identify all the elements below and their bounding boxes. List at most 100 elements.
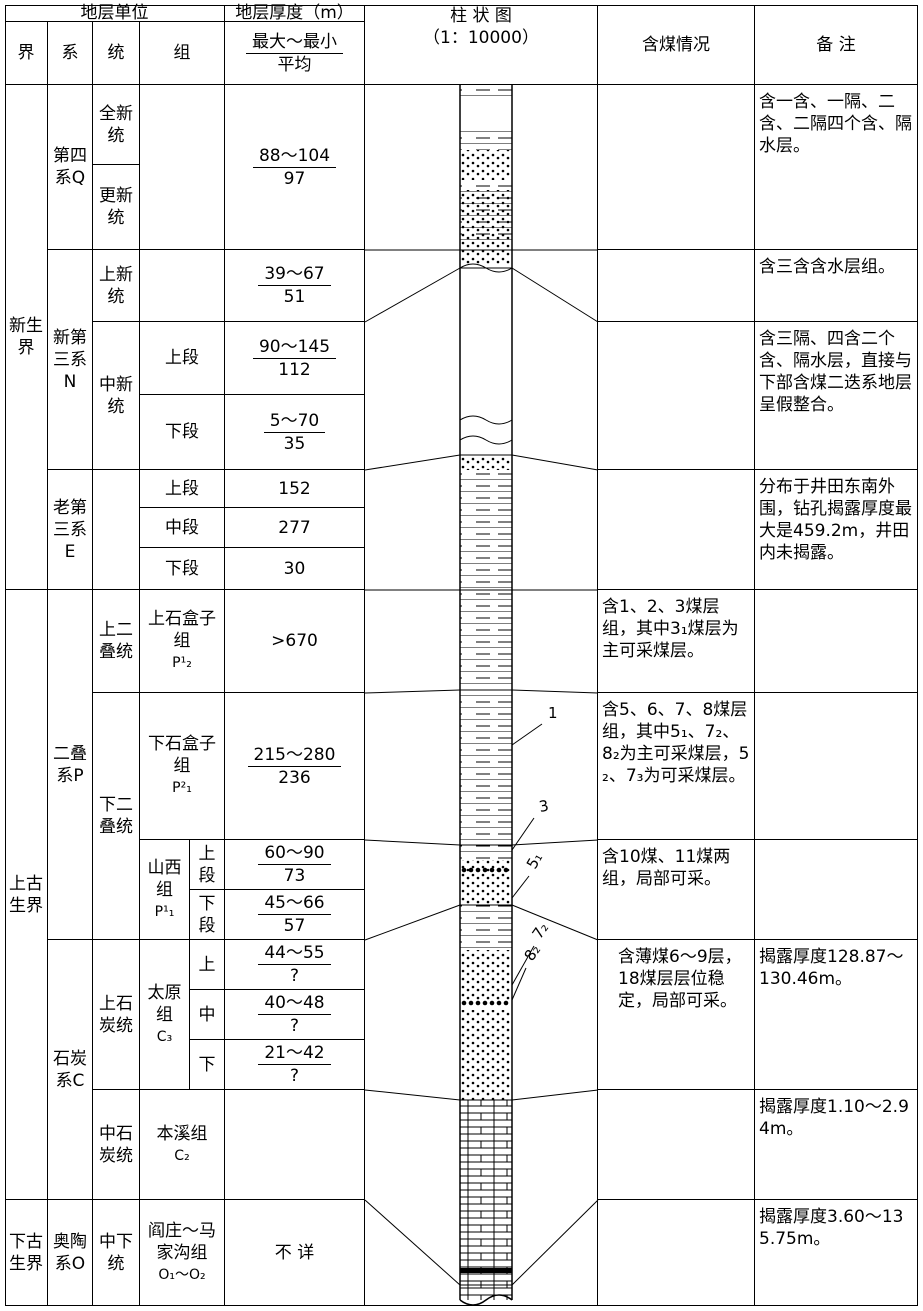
header-text: 系 (61, 43, 79, 63)
thickness-cell: 44～55? (225, 940, 365, 990)
thickness-range: 40～48 (258, 992, 331, 1015)
thickness-cell: 152 (225, 470, 365, 508)
header-cell: 地层单位 (5, 3, 225, 23)
thickness-average: ? (289, 1066, 300, 1086)
series-cell: 上石炭统 (93, 940, 140, 1090)
pebble (496, 867, 502, 873)
formation-name: 上段 (165, 478, 199, 499)
formation-name: 下段 (198, 893, 216, 936)
unconformity (459, 415, 513, 425)
series-text: 中新统 (99, 374, 133, 417)
thickness-cell: 45～66 57 (225, 890, 365, 940)
erathem-text: 新生界 (9, 316, 43, 358)
pebble (461, 1000, 467, 1006)
system-text: 奥陶系O (53, 1231, 87, 1274)
formation-name: 上段 (165, 348, 199, 368)
column-label: 8₂ (521, 941, 545, 964)
formation-name: 阎庄～马家沟组 (148, 1220, 216, 1263)
header-text: 含煤情况 (642, 34, 710, 55)
lithology (460, 455, 512, 470)
thickness-average: ? (289, 966, 300, 986)
empty-cell (93, 470, 140, 590)
lithology (460, 130, 512, 150)
formation-code: P¹₂ (172, 655, 192, 671)
fan-line (364, 689, 461, 694)
empty-cell (755, 590, 918, 693)
empty-cell (755, 840, 918, 940)
formation-name: 上石盒子组 (148, 609, 216, 651)
coal-text: 含薄煤6～9层，18煤层层位稳定，局部可采。 (618, 947, 742, 1011)
header-text: 柱 状 图 (450, 6, 512, 26)
pebble (496, 1000, 502, 1006)
formation-cell: 上段 (140, 470, 225, 508)
thickness-cell: 40～48? (225, 990, 365, 1040)
pebble (482, 867, 488, 873)
coal-cell: 含10煤、11煤两组，局部可采。 (598, 840, 755, 940)
series-text: 更新统 (99, 186, 133, 228)
formation-cell: 本溪组 C₂ (140, 1090, 225, 1200)
series-cell: 下二叠统 (93, 693, 140, 940)
column-label: 1 (548, 704, 558, 722)
thickness-value: >670 (271, 631, 318, 651)
thickness-cell: 21～42? (225, 1040, 365, 1090)
series-text: 上二叠统 (99, 620, 133, 662)
column-label: 7₂ (529, 919, 553, 942)
thickness-cell: 277 (225, 508, 365, 548)
system-text: 二叠系P (53, 743, 87, 786)
thickness-cell: 不 详 (225, 1200, 365, 1306)
thickness-value: 152 (278, 478, 311, 499)
thickness-value: 30 (283, 558, 306, 579)
column-label: 5₁ (523, 850, 546, 872)
formation-cell: 下段 (140, 395, 225, 470)
thickness-range: 45～66 (258, 892, 331, 915)
lithology (460, 1100, 512, 1300)
formation-cell: 上段 (190, 840, 225, 890)
remark-cell: 含三隔、四含二个含、隔水层，直接与下部含煤二迭系地层呈假整合。 (755, 322, 918, 470)
series-text: 下二叠统 (99, 795, 133, 837)
series-cell: 中石炭统 (93, 1090, 140, 1200)
fan-line (511, 1199, 599, 1286)
coal-cell: 含5、6、7、8煤层组，其中5₁、7₂、8₂为主可采煤层，5₂、7₃为可采煤层。 (598, 693, 755, 840)
fan-line (364, 1089, 461, 1101)
remark-text: 含三含含水层组。 (759, 257, 895, 277)
fan-line (511, 839, 599, 846)
formation-cell: 下石盒子组 P²₁ (140, 693, 225, 840)
pebble (489, 1000, 495, 1006)
empty-cell (598, 322, 755, 470)
formation-name: 上 (198, 954, 216, 975)
formation-cell: 上石盒子组 P¹₂ (140, 590, 225, 693)
system-text: 新第三系N (53, 327, 87, 392)
empty-cell (225, 1090, 365, 1200)
leader-line (511, 723, 543, 746)
series-text: 中石炭统 (99, 1123, 133, 1166)
formation-name: 上段 (198, 843, 216, 886)
thickness-cell: 215～280 236 (225, 693, 365, 840)
formation-name: 下段 (165, 558, 199, 579)
thickness-average: 35 (283, 433, 306, 454)
system-cell: 奥陶系O (48, 1200, 93, 1306)
remark-cell: 分布于井田东南外围，钻孔揭露厚度最大是459.2m，井田内未揭露。 (755, 470, 918, 590)
fan-line (511, 689, 599, 694)
thickness-range: 44～55 (258, 942, 331, 965)
empty-cell (755, 693, 918, 840)
series-text: 中下统 (99, 1231, 133, 1274)
thickness-range: 39～67 (258, 263, 331, 286)
remark-cell: 揭露厚度128.87～130.46m。 (755, 940, 918, 1090)
empty-cell (140, 250, 225, 322)
header-text: （1：10000） (423, 28, 539, 48)
header-text: 地层厚度（m） (235, 3, 354, 23)
header-text: 最大～最小 (246, 31, 343, 54)
coal-seam (460, 1268, 512, 1273)
series-text: 上石炭统 (99, 993, 133, 1036)
system-cell: 老第三系E (48, 470, 93, 590)
formation-name: 太原组 (147, 982, 182, 1025)
lithology (460, 860, 512, 905)
header-cell: 统 (93, 22, 140, 85)
thickness-average: 57 (283, 916, 306, 936)
formation-name: 山西组 (147, 857, 182, 900)
formation-name: 中段 (165, 517, 199, 538)
thickness-range: 60～90 (258, 842, 331, 865)
remark-text: 揭露厚度128.87～130.46m。 (759, 947, 904, 989)
thickness-cell: 5～70 35 (225, 395, 365, 470)
